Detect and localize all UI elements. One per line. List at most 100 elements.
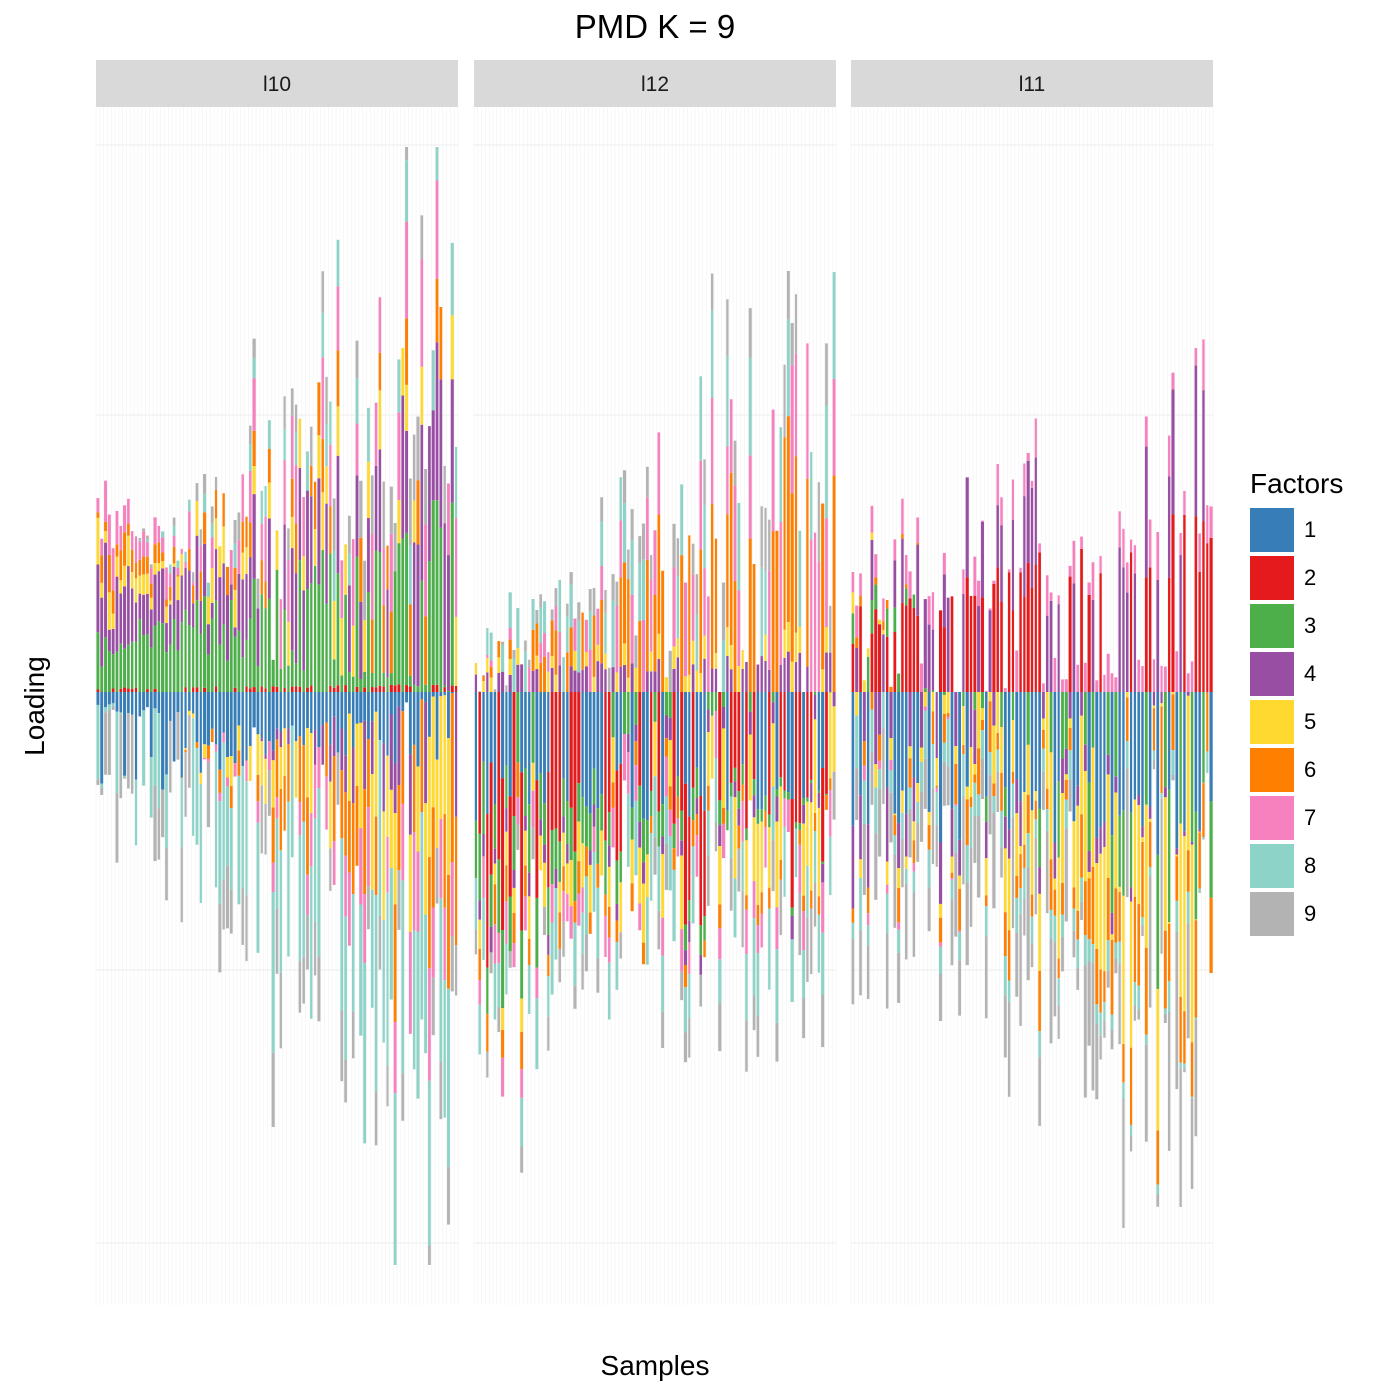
bar-segment-factor-6 [256, 775, 260, 802]
bar-segment-factor-8 [1122, 1082, 1125, 1099]
bar-segment-factor-9 [1034, 838, 1037, 915]
bar-segment-factor-8 [298, 835, 302, 963]
bar-segment-factor-3 [104, 637, 107, 692]
bar-segment-factor-5 [401, 347, 405, 396]
bar-segment-factor-5 [1068, 718, 1072, 728]
bar-segment-factor-7 [172, 535, 176, 547]
bar-segment-factor-9 [958, 960, 961, 1016]
bar-segment-factor-3 [547, 887, 550, 935]
bar-segment-factor-7 [192, 582, 195, 586]
bar-segment-factor-7 [622, 734, 627, 781]
bar-segment-factor-1 [336, 692, 340, 753]
bar-segment-factor-9 [859, 930, 862, 996]
bar-segment-factor-8 [748, 357, 752, 456]
bar-segment-factor-7 [420, 258, 424, 367]
bar-segment-factor-2 [512, 692, 516, 816]
bar-segment-factor-9 [389, 486, 393, 534]
bar-segment-factor-8 [619, 477, 622, 521]
bar-segment-factor-1 [821, 692, 825, 768]
bar-segment-factor-6 [359, 537, 363, 602]
bar-segment-factor-6 [1163, 930, 1167, 1009]
bar-segment-factor-9 [550, 609, 554, 621]
bar-segment-factor-4 [806, 666, 809, 692]
bar-segment-factor-7 [115, 510, 119, 545]
bar-segment-factor-7 [1137, 659, 1140, 692]
bar-segment-factor-7 [157, 525, 161, 543]
bar-segment-factor-6 [825, 794, 828, 810]
bar-segment-factor-2 [245, 686, 248, 692]
bar-segment-factor-5 [783, 629, 786, 658]
bar-segment-factor-1 [1057, 692, 1060, 782]
bar-segment-factor-7 [138, 541, 142, 560]
bar-segment-factor-7 [1030, 480, 1034, 488]
bar-segment-factor-1 [535, 692, 539, 781]
bar-segment-factor-8 [897, 929, 901, 953]
bar-segment-factor-7 [524, 896, 527, 931]
bar-segment-factor-9 [275, 908, 279, 974]
bar-segment-factor-1 [1168, 692, 1171, 790]
bar-segment-factor-8 [676, 575, 680, 639]
bar-segment-factor-6 [482, 676, 485, 682]
bar-segment-factor-2 [355, 686, 359, 692]
bar-segment-factor-5 [882, 630, 885, 635]
bar-segment-factor-8 [172, 525, 176, 536]
bar-segment-factor-5 [905, 856, 908, 869]
bar-segment-factor-4 [195, 535, 199, 601]
bar-segment-factor-6 [630, 883, 634, 912]
bar-segment-factor-9 [535, 609, 539, 624]
bar-segment-factor-4 [1034, 457, 1037, 565]
bar-segment-factor-3 [664, 692, 669, 716]
bar-segment-factor-2 [344, 685, 347, 692]
bar-segment-factor-2 [577, 692, 581, 784]
bar-segment-factor-4 [146, 593, 149, 634]
bar-segment-factor-9 [424, 469, 428, 525]
bar-segment-factor-4 [592, 804, 596, 827]
bar-segment-factor-4 [344, 755, 347, 793]
bar-segment-factor-1 [275, 692, 279, 729]
bar-segment-factor-6 [528, 938, 531, 965]
legend-item-3: 3 [1250, 602, 1343, 650]
bar-segment-factor-3 [817, 790, 820, 793]
bar-segment-factor-2 [680, 692, 684, 811]
bar-segment-factor-2 [332, 687, 336, 692]
bar-segment-factor-1 [260, 692, 263, 739]
bar-segment-factor-4 [661, 836, 665, 854]
bar-segment-factor-1 [374, 692, 378, 712]
bar-segment-factor-5 [688, 674, 691, 692]
bar-segment-factor-7 [851, 571, 855, 593]
bar-segment-factor-5 [131, 571, 134, 589]
bar-segment-factor-8 [203, 493, 207, 513]
bar-segment-factor-2 [550, 692, 554, 831]
bar-segment-factor-6 [775, 530, 779, 692]
bar-segment-factor-1 [314, 692, 317, 730]
bar-segment-factor-1 [397, 692, 401, 707]
bar-segment-factor-2 [443, 687, 446, 692]
bar-segment-factor-4 [210, 602, 214, 619]
bar-segment-factor-2 [1011, 610, 1015, 692]
bar-segment-factor-6 [127, 523, 130, 536]
bar-segment-factor-4 [543, 844, 546, 863]
bar-segment-factor-6 [931, 711, 935, 744]
bar-segment-factor-3 [668, 692, 672, 718]
bar-segment-factor-8 [1175, 900, 1179, 932]
bar-segment-factor-1 [1137, 692, 1140, 796]
bar-segment-factor-7 [153, 517, 157, 545]
bar-segment-factor-6 [1148, 821, 1152, 868]
bar-segment-factor-7 [927, 596, 931, 625]
bar-segment-factor-6 [199, 571, 202, 601]
legend-label-9: 9 [1304, 901, 1317, 926]
bar-segment-factor-8 [405, 160, 409, 222]
bar-segment-factor-9 [225, 865, 229, 929]
bar-segment-factor-6 [1129, 1047, 1133, 1125]
bar-segment-factor-4 [569, 666, 573, 692]
bar-segment-factor-6 [1122, 1044, 1125, 1083]
bar-segment-factor-5 [646, 854, 649, 898]
bar-segment-factor-1 [157, 692, 161, 713]
bar-segment-factor-6 [1168, 923, 1171, 982]
bar-segment-factor-7 [573, 618, 577, 651]
bar-segment-factor-8 [1160, 793, 1163, 799]
bar-segment-factor-4 [741, 669, 744, 692]
bar-segment-factor-9 [1190, 1098, 1194, 1190]
bar-segment-factor-9 [721, 582, 726, 641]
bar-segment-factor-2 [294, 686, 298, 692]
